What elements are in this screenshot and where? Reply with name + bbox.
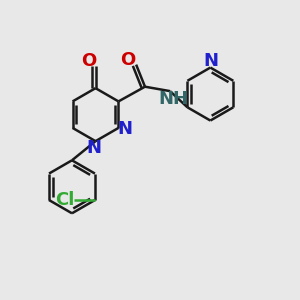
Text: Cl: Cl: [55, 191, 75, 209]
Text: NH: NH: [158, 90, 188, 108]
Text: N: N: [118, 120, 133, 138]
Text: O: O: [120, 51, 136, 69]
Text: N: N: [87, 139, 102, 157]
Text: N: N: [203, 52, 218, 70]
Text: O: O: [81, 52, 97, 70]
